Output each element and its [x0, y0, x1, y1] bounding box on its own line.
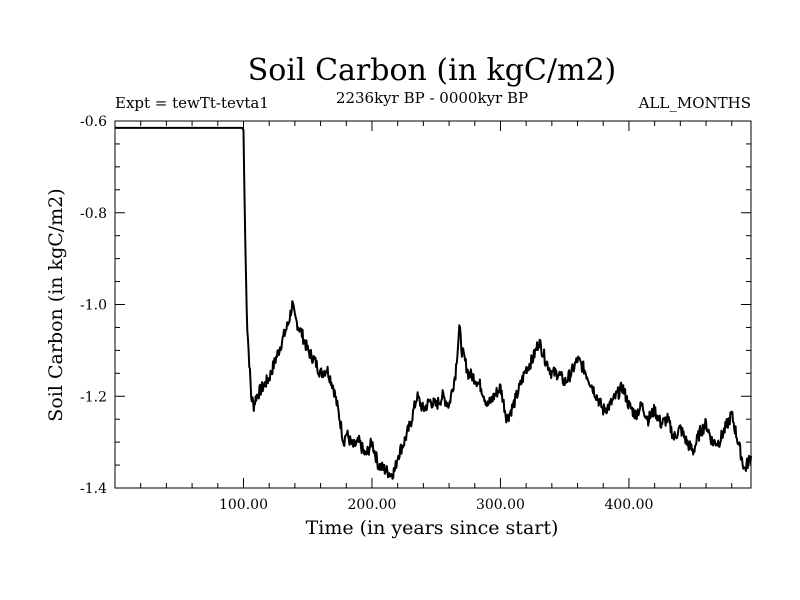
y-tick-label: -1.4	[80, 481, 107, 497]
y-tick-label: -1.2	[80, 389, 107, 405]
y-tick-label: -1.0	[80, 298, 107, 314]
subtitle-center: 2236kyr BP - 0000kyr BP	[336, 89, 528, 107]
y-tick-labels: -1.4 -1.2 -1.0 -0.8 -0.6	[80, 114, 107, 497]
plot-area	[115, 121, 751, 488]
y-axis-label: Soil Carbon (in kgC/m2)	[45, 188, 67, 421]
x-tick-label: 200.00	[347, 497, 396, 513]
x-major-ticks	[242, 121, 630, 488]
plot-frame	[114, 120, 752, 489]
y-tick-label: -0.8	[80, 206, 107, 222]
chart-title: Soil Carbon (in kgC/m2)	[248, 53, 616, 88]
x-tick-label: 400.00	[604, 497, 653, 513]
x-tick-labels: 100.00 200.00 300.00 400.00	[219, 497, 653, 513]
y-minor-ticks	[115, 143, 751, 466]
y-tick-label: -0.6	[80, 114, 107, 130]
x-tick-label: 300.00	[476, 497, 525, 513]
x-minor-ticks	[140, 121, 733, 488]
x-tick-label: 100.00	[219, 497, 268, 513]
series-line-soil-carbon	[114, 126, 752, 480]
subtitle-left: Expt = tewTt-tevta1	[115, 94, 269, 112]
subtitle-right: ALL_MONTHS	[638, 94, 751, 112]
x-axis-label: Time (in years since start)	[306, 517, 559, 539]
